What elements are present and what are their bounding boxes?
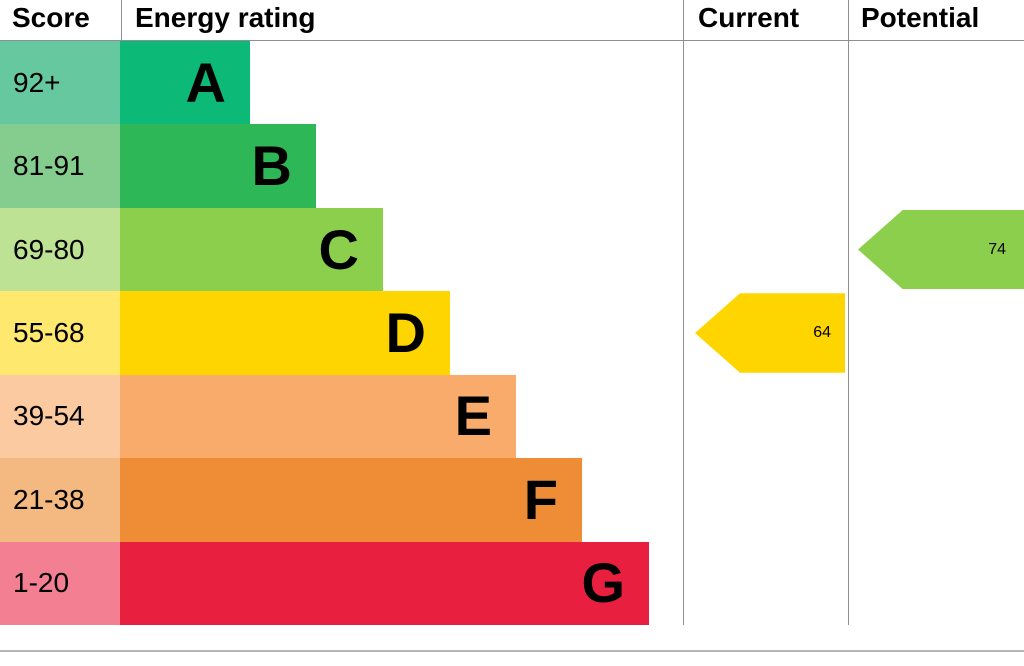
band-row: 69-80 C — [0, 207, 683, 292]
score-cell: 81-91 — [0, 124, 120, 208]
header-underline — [0, 40, 1024, 41]
score-cell: 21-38 — [0, 458, 120, 542]
score-cell: 1-20 — [0, 541, 120, 625]
current-column-divider — [683, 0, 684, 625]
bottom-border — [0, 650, 1024, 652]
band-row: 1-20 G — [0, 541, 683, 625]
rating-letter: F — [523, 467, 558, 531]
score-cell: 69-80 — [0, 207, 120, 292]
rating-bar: F — [120, 458, 582, 542]
rating-letter: D — [385, 300, 426, 364]
rating-letter: B — [251, 134, 292, 198]
rating-bar: D — [120, 291, 450, 375]
rating-letter: E — [454, 384, 492, 448]
current-rating-value: 64 — [813, 323, 831, 341]
potential-header: Potential — [861, 2, 980, 33]
current-header: Current — [698, 2, 800, 33]
rating-bar: A — [120, 41, 250, 125]
band-row: 39-54 E — [0, 374, 683, 459]
band-row: 81-91 B — [0, 124, 683, 208]
potential-rating-arrow: 74 — [858, 209, 1024, 290]
rating-bar: G — [120, 541, 649, 625]
band-row: 92+ A — [0, 41, 683, 125]
rating-bar: E — [120, 374, 516, 459]
rating-letter: C — [318, 217, 359, 281]
rating-letter: G — [581, 551, 625, 615]
score-header: Score — [12, 2, 90, 33]
current-rating-arrow: 64 — [695, 293, 845, 373]
rating-bar: B — [120, 124, 316, 208]
potential-rating-value: 74 — [988, 240, 1006, 258]
band-row: 55-68 D — [0, 291, 683, 375]
band-row: 21-38 F — [0, 458, 683, 542]
rating-letter: A — [185, 50, 226, 114]
score-cell: 39-54 — [0, 374, 120, 459]
rating-bar: C — [120, 207, 383, 292]
score-cell: 92+ — [0, 41, 120, 125]
energy-rating-header: Energy rating — [135, 2, 316, 33]
score-cell: 55-68 — [0, 291, 120, 375]
score-column-divider — [121, 0, 122, 40]
potential-column-divider — [848, 0, 849, 625]
